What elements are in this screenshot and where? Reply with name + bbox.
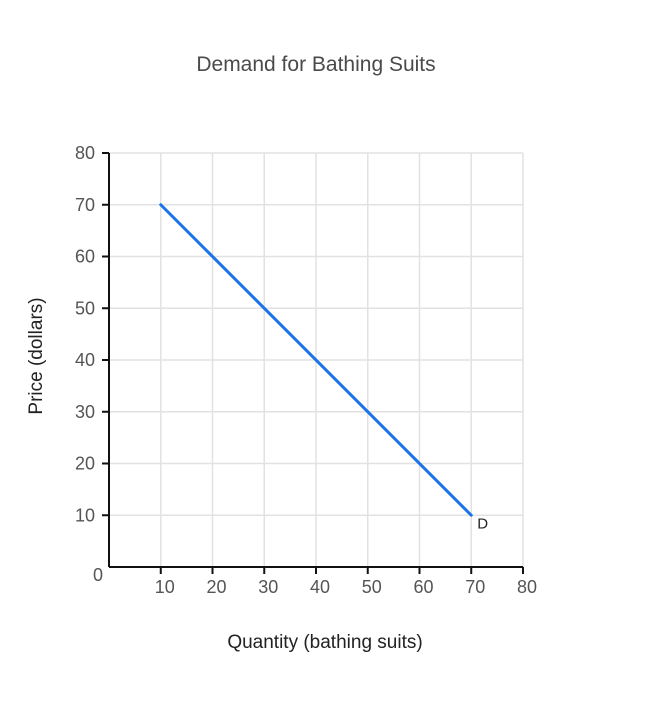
ticks: 0 10 20 30 40 50 60 70 80 10 20 30 40 50 60 70 80: [75, 143, 537, 597]
annotations: D: [477, 515, 488, 532]
x-tick-label-50: 50: [362, 577, 382, 597]
x-tick-label-30: 30: [258, 577, 278, 597]
y-tick-label-40: 40: [75, 350, 95, 370]
y-tick-label-80: 80: [75, 143, 95, 163]
y-tick-label-0: 0: [93, 565, 103, 585]
demand-line: [159, 203, 473, 517]
y-tick-label-70: 70: [75, 195, 95, 215]
x-tick-label-80: 80: [517, 577, 537, 597]
annotation-d: D: [477, 515, 488, 532]
y-tick-label-50: 50: [75, 298, 95, 318]
x-tick-label-20: 20: [206, 577, 226, 597]
x-tick-label-70: 70: [465, 577, 485, 597]
y-tick-label-60: 60: [75, 247, 95, 267]
chart-title: Demand for Bathing Suits: [196, 53, 435, 76]
y-tick-label-30: 30: [75, 402, 95, 422]
x-tick-label-60: 60: [413, 577, 433, 597]
y-axis-label: Price (dollars): [26, 297, 47, 414]
x-tick-label-10: 10: [155, 577, 175, 597]
series-layer: [159, 203, 473, 517]
y-tick-label-10: 10: [75, 505, 95, 525]
x-axis-label: Quantity (bathing suits): [227, 632, 422, 653]
x-tick-label-40: 40: [310, 577, 330, 597]
grid: [109, 152, 524, 567]
y-tick-label-20: 20: [75, 454, 95, 474]
